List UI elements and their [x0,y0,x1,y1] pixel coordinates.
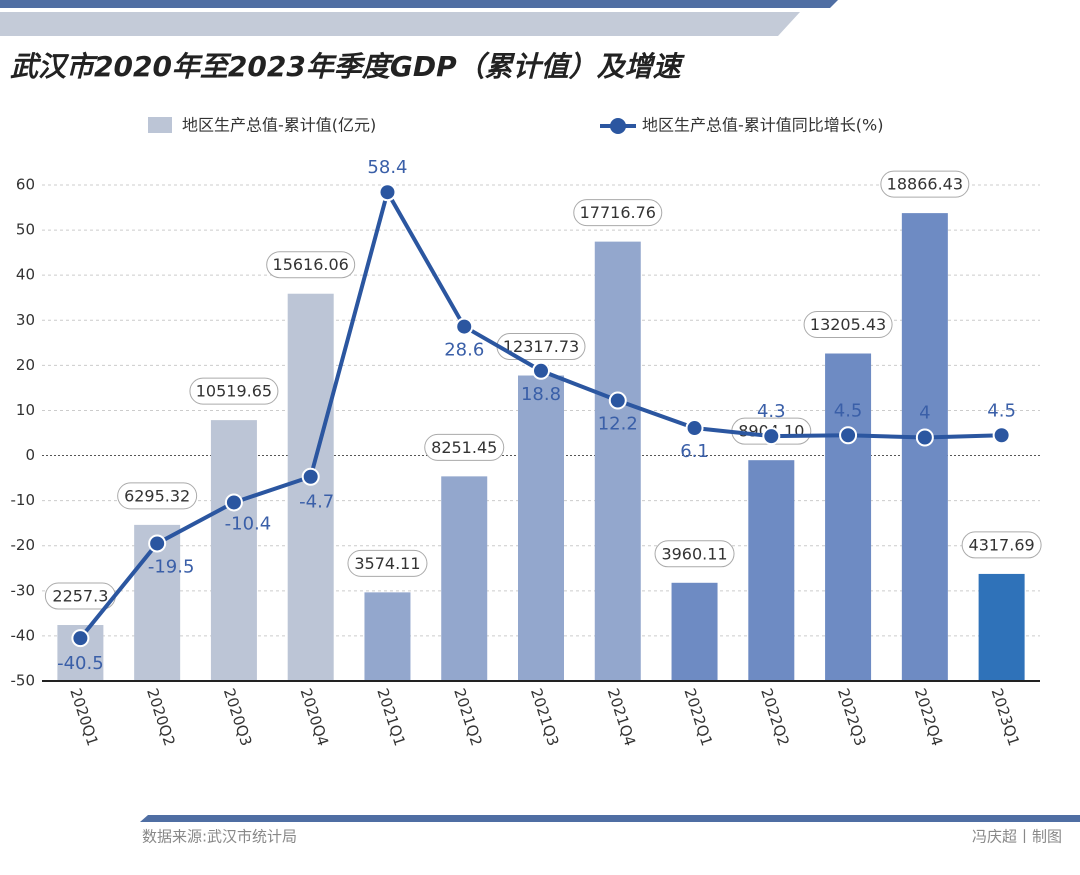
bar-label-box [961,531,1042,559]
bar-label-box [117,482,198,510]
bar [594,241,641,681]
bar [671,582,718,681]
line-point [992,426,1011,445]
source: 数据来源:武汉市统计局 [142,828,297,846]
x-tick-label: 2021Q2 [450,686,486,748]
x-tick-label: 2021Q4 [604,686,640,748]
line-label: 4.5 [987,400,1016,421]
line-label: 28.6 [444,340,484,361]
x-tick-label: 2023Q1 [988,686,1024,748]
top-stripe [0,0,838,8]
x-tick-label: 2021Q3 [527,686,563,748]
line-label: 12.2 [598,414,638,435]
x-tick-label: 2022Q1 [680,686,716,748]
line-label: -10.4 [225,513,272,534]
bar-label: 3574.11 [354,554,420,573]
x-tick-label: 2022Q4 [911,686,947,748]
x-tick-label: 2022Q2 [757,686,793,748]
line-label: -4.7 [299,492,334,513]
bar-label: 12317.73 [503,337,579,356]
y-tick-label: -40 [11,626,36,644]
bar-label-box [266,251,356,279]
line-label: 18.8 [521,384,561,405]
y-tick-label: -30 [11,581,36,599]
y-tick-label: 60 [16,176,35,194]
line-point [685,419,704,438]
y-tick-label: 0 [25,446,35,464]
line-label: 4.3 [757,401,786,422]
x-tick-label: 2020Q3 [220,686,256,748]
bar-label: 17716.76 [580,203,656,222]
line-point [224,493,243,512]
y-tick-label: -20 [11,536,36,554]
bar [441,476,488,681]
bar-label: 18866.43 [887,175,963,194]
line-label: -40.5 [57,653,104,674]
line-label: 6.1 [680,441,709,462]
x-tick-label: 2020Q1 [66,686,102,748]
bar-label: 4317.69 [969,535,1035,554]
bar-label: 6295.32 [124,486,190,505]
chart-title: 武汉市2020年至2023年季度GDP（累计值）及增速 [10,50,686,83]
y-tick-label: 30 [16,311,35,329]
x-tick-label: 2020Q2 [143,686,179,748]
bar [364,592,411,681]
bar-label-box [573,199,663,227]
y-tick-label: 50 [16,221,35,239]
line-point [378,183,397,202]
bar [518,375,564,681]
bar-label-box [654,540,735,568]
legend-label: 地区生产总值-累计值(亿元) [182,116,376,135]
bar [978,573,1025,681]
line-label: 4.5 [834,400,863,421]
line-point [915,428,934,447]
x-tick-label: 2020Q4 [297,686,333,748]
y-tick-label: -50 [11,672,36,690]
bar [287,293,334,681]
bar-label: 13205.43 [810,315,886,334]
legend-swatch [610,118,626,134]
line-point [148,534,167,553]
x-tick-label: 2022Q3 [834,686,870,748]
bar-label-box [803,311,893,339]
line-point [71,629,90,648]
line-point [762,427,781,446]
bar-label-box [424,433,505,461]
bar-label: 3960.11 [661,544,727,563]
line-point [839,426,858,445]
bar [901,213,948,681]
line-point [455,317,474,336]
bar-label-box [347,549,428,577]
bar-label-box [189,377,279,405]
line-label: -19.5 [148,556,195,577]
line-label: 4 [919,403,930,424]
y-tick-label: 10 [16,401,35,419]
bar [825,353,872,681]
credit: 冯庆超丨制图 [972,828,1062,846]
bar-label: 8251.45 [431,438,497,457]
line-point [608,391,627,410]
y-tick-label: 20 [16,356,35,374]
bar-label: 15616.06 [273,255,349,274]
line-point [532,361,550,380]
line-point [301,467,320,486]
y-tick-label: -10 [11,491,36,509]
x-tick-label: 2021Q1 [373,686,409,748]
bottom-stripe [140,815,1080,822]
bar [210,420,257,681]
top-band [0,12,800,36]
bar-label-box [880,170,970,198]
bar-label: 2257.3 [52,587,108,606]
y-tick-label: 40 [16,266,35,284]
legend-swatch [148,117,172,133]
line-label: 58.4 [367,157,407,178]
legend-label: 地区生产总值-累计值同比增长(%) [642,116,883,135]
bar-label: 10519.65 [196,382,272,401]
bar [748,460,795,681]
